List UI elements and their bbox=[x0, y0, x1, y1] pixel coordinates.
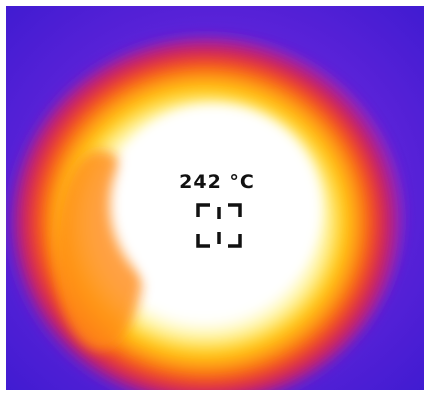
thermal-image bbox=[5, 6, 424, 394]
thermal-view: 242 °C bbox=[0, 0, 429, 394]
temperature-readout: 242 °C bbox=[179, 171, 255, 193]
page: 242 °C (() => { const data = JSON.parse(… bbox=[0, 0, 429, 394]
